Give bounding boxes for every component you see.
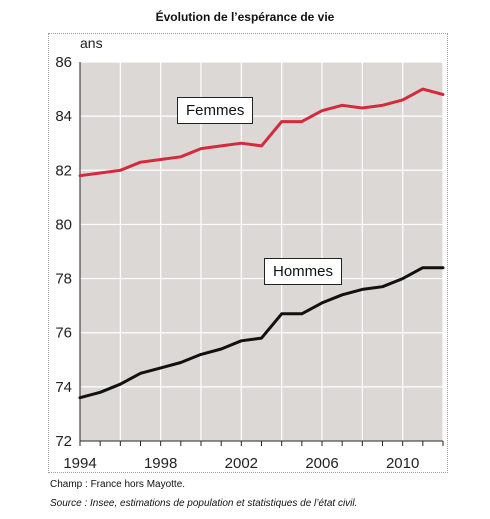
plot-area <box>80 62 443 441</box>
series-line-femmes <box>78 87 445 178</box>
y-tick-label: 84 <box>55 108 72 125</box>
y-tick-label: 74 <box>55 379 72 396</box>
series-lines <box>78 87 445 400</box>
champ-note: Champ : France hors Mayotte. <box>50 479 186 490</box>
y-tick-label: 78 <box>55 271 72 288</box>
y-tick-label: 80 <box>55 216 72 233</box>
legend-femmes: Femmes <box>177 97 254 124</box>
y-tick-label: 72 <box>55 433 72 450</box>
chart-frame <box>48 33 448 473</box>
series-line-hommes <box>78 266 445 400</box>
y-tick-label: 82 <box>55 162 72 179</box>
x-tick-label: 1994 <box>63 455 96 472</box>
x-tick-label: 2010 <box>386 455 419 472</box>
x-tick-label: 1998 <box>144 455 177 472</box>
tick-labels: 72 74 76 78 80 82 84 86 1994 1998 2002 2006 2010 <box>55 54 419 472</box>
y-axis-label: ans <box>80 35 103 51</box>
axes <box>79 62 444 446</box>
x-tick-label: 2006 <box>305 455 338 472</box>
legend-hommes: Hommes <box>264 258 343 285</box>
x-tick-label: 2002 <box>225 455 258 472</box>
y-tick-label: 76 <box>55 325 72 342</box>
y-tick-label: 86 <box>55 54 72 71</box>
source-note: Source : Insee, estimations de populatio… <box>50 498 358 509</box>
chart-title: Évolution de l’espérance de vie <box>155 10 335 24</box>
